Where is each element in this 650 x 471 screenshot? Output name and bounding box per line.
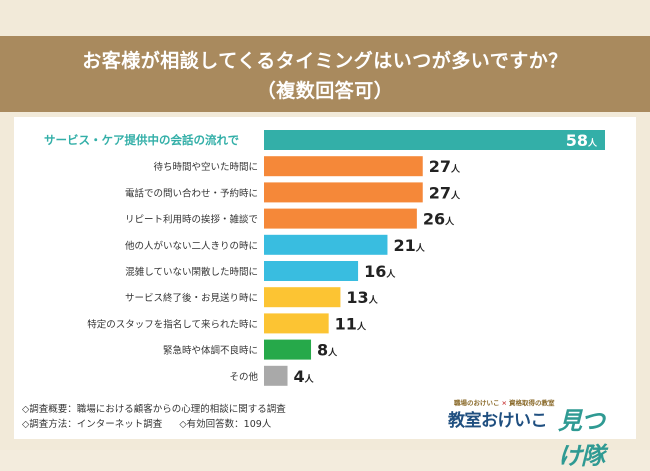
value-number: 16 <box>364 262 386 281</box>
bar <box>264 208 417 229</box>
value-number: 21 <box>393 236 415 255</box>
value-number: 26 <box>423 210 445 229</box>
value-label: 11人 <box>335 314 367 333</box>
survey-overview: ◇調査概要：職場における顧客からの心理的相談に関する調査 <box>22 404 286 415</box>
bar <box>264 156 423 177</box>
bar <box>264 182 423 203</box>
category-label: 電話での問い合わせ・予約時に <box>125 187 258 199</box>
category-label: リピート利用時の挨拶・雑談で <box>125 214 258 226</box>
title-band: お客様が相談してくるタイミングはいつが多いですか？ （複数回答可） <box>0 36 650 112</box>
value-unit: 人 <box>356 320 367 332</box>
survey-method: ◇調査方法：インターネット調査 <box>22 419 163 430</box>
value-label: 4人 <box>294 367 315 386</box>
logo-name-part2: 見つけ隊 <box>558 407 605 470</box>
value-unit: 人 <box>304 373 315 385</box>
bar <box>264 130 605 150</box>
bar <box>264 313 329 334</box>
value-number: 4 <box>294 367 305 386</box>
value-unit: 人 <box>327 347 338 359</box>
bar <box>264 287 341 308</box>
value-number: 27 <box>429 183 451 202</box>
category-label: 緊急時や体調不良時に <box>163 345 258 357</box>
value-label: 27人 <box>429 157 461 176</box>
survey-notes: ◇調査概要：職場における顧客からの心理的相談に関する調査 ◇調査方法：インターネ… <box>22 402 300 432</box>
value-label: 16人 <box>364 262 396 281</box>
category-label: その他 <box>229 371 258 383</box>
logo-tagline: 職場のおけいこ × 資格取得の教室 <box>454 397 554 407</box>
logo-tagline-left: 職場のおけいこ <box>454 399 500 407</box>
value-label: 21人 <box>393 236 425 255</box>
chart-title: お客様が相談してくるタイミングはいつが多いですか？ <box>82 50 568 72</box>
category-label: 混雑していない閑散した時間に <box>125 266 258 278</box>
value-unit: 人 <box>385 268 396 280</box>
category-label: サービス・ケア提供中の会話の流れで <box>44 133 239 147</box>
value-number: 11 <box>335 314 357 333</box>
value-unit: 人 <box>444 216 455 228</box>
valid-responses: ◇有効回答数：109人 <box>179 419 272 430</box>
notes-row-2: ◇調査方法：インターネット調査 ◇有効回答数：109人 <box>22 417 300 432</box>
bar <box>264 365 288 386</box>
logo-tagline-right: 資格取得の教室 <box>508 399 555 407</box>
brand-logo: 職場のおけいこ × 資格取得の教室 教室おけいこ 見つけ隊 <box>448 397 623 470</box>
category-label: 待ち時間や空いた時間に <box>153 161 258 173</box>
value-number: 27 <box>429 157 451 176</box>
bar <box>264 339 312 360</box>
value-label: 8人 <box>317 341 338 360</box>
bar <box>264 234 388 255</box>
category-label: 特定のスタッフを指名して来られた時に <box>87 318 258 330</box>
bar <box>264 261 359 281</box>
value-number: 13 <box>346 288 368 307</box>
value-unit: 人 <box>450 189 461 201</box>
category-label: 他の人がいない二人きりの時に <box>125 240 258 252</box>
value-number: 58 <box>566 131 588 150</box>
chart-panel: サービス・ケア提供中の会話の流れで 58人 待ち時間や空いた時間に 27人 電話での問い… <box>14 117 636 439</box>
value-label: 13人 <box>346 288 378 307</box>
category-label: サービス終了後・お見送り時に <box>125 292 258 304</box>
logo-tagline-sep: × <box>501 399 507 407</box>
value-unit: 人 <box>450 163 461 175</box>
value-unit: 人 <box>587 137 598 149</box>
value-unit: 人 <box>415 242 426 254</box>
logo-name-part1: 教室おけいこ <box>448 411 548 431</box>
chart-subtitle: （複数回答可） <box>256 80 394 102</box>
value-number: 8 <box>317 341 328 360</box>
value-unit: 人 <box>368 294 379 306</box>
value-label: 58人 <box>566 131 598 150</box>
value-label: 27人 <box>429 183 461 202</box>
value-label: 26人 <box>423 210 455 229</box>
notes-row-1: ◇調査概要：職場における顧客からの心理的相談に関する調査 <box>22 402 300 417</box>
